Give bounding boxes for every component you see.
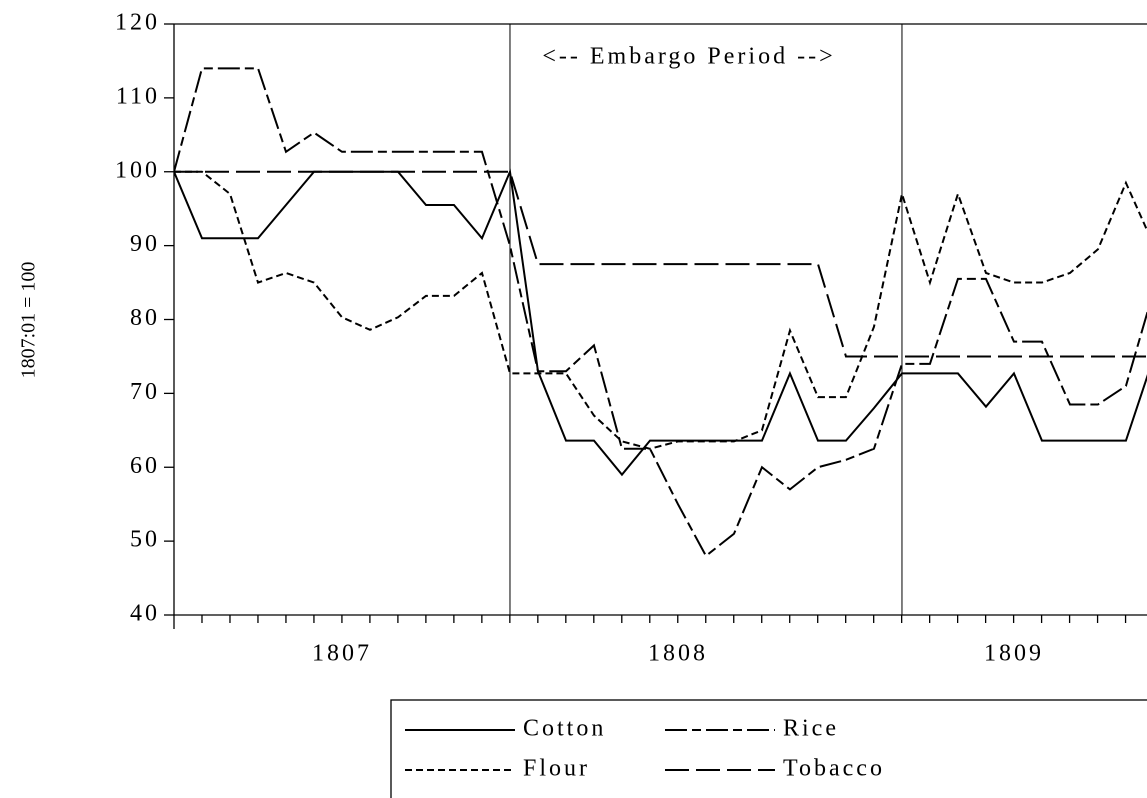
y-tick-label: 40 (130, 601, 160, 627)
legend-label: Rice (783, 716, 839, 742)
legend-box (390, 699, 1147, 798)
y-tick-label: 60 (130, 453, 160, 479)
y-axis-label: 1807:01 = 100 (18, 262, 40, 379)
series-line (174, 170, 1147, 358)
y-tick-label: 90 (130, 231, 160, 257)
x-tick-label: 1807 (312, 641, 372, 667)
legend-label: Tobacco (783, 756, 885, 782)
series-line (174, 168, 1147, 477)
legend-label: Flour (523, 756, 590, 782)
y-tick-label: 80 (130, 305, 160, 331)
y-tick-label: 120 (115, 10, 160, 36)
plot-area (174, 67, 1147, 558)
series-line (174, 67, 1147, 558)
x-tick-label: 1809 (984, 641, 1044, 667)
y-tick-label: 50 (130, 527, 160, 553)
y-tick-label: 100 (115, 157, 160, 183)
series-line (174, 170, 1147, 450)
x-tick-label: 1808 (648, 641, 708, 667)
annotation: <-- Embargo Period --> (542, 44, 835, 70)
y-tick-label: 110 (116, 83, 160, 109)
legend-label: Cotton (523, 716, 606, 742)
y-tick-label: 70 (130, 379, 160, 405)
